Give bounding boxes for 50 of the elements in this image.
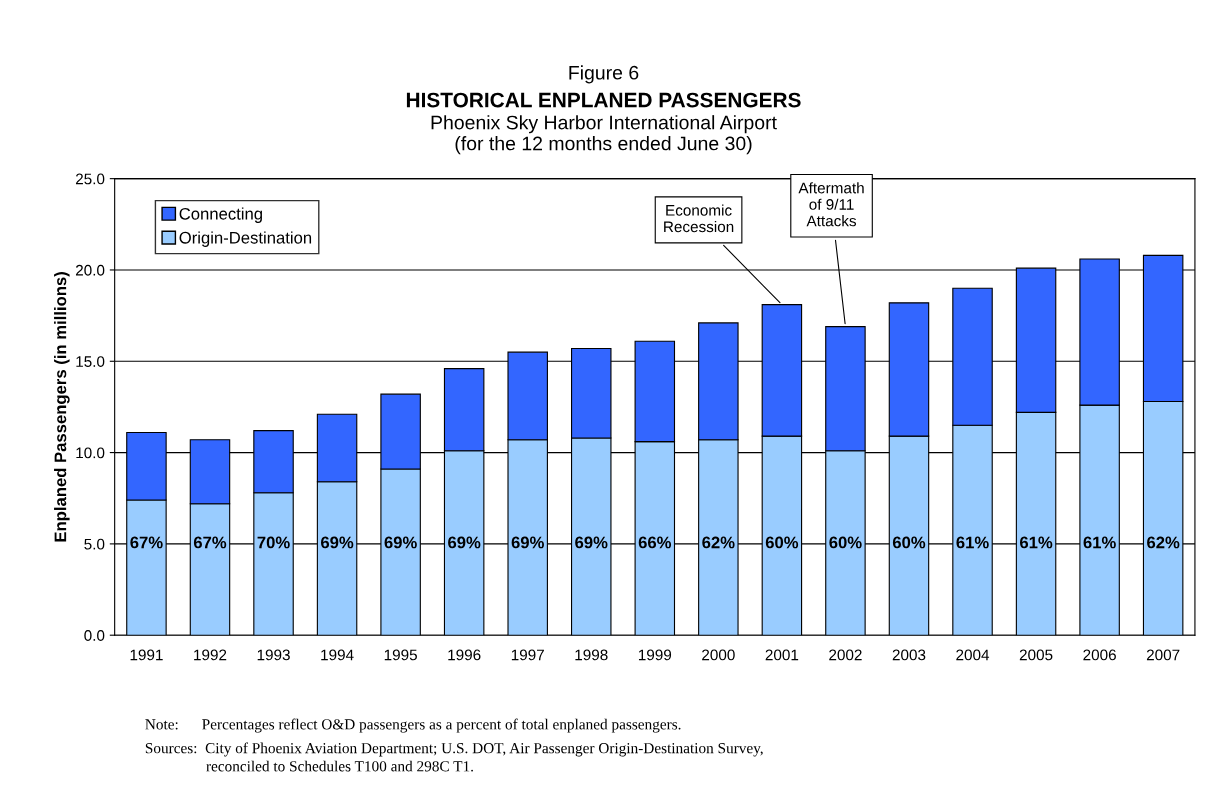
x-tick-label: 1997 — [511, 649, 544, 661]
x-tick-label: 2000 — [702, 649, 735, 661]
x-tick-label: 1991 — [130, 649, 163, 661]
annotation: 69% — [511, 536, 544, 549]
annotation: 66% — [638, 536, 672, 549]
y-axis-title: Enplaned Passengers (in millions) — [54, 272, 70, 542]
y-tick-label: 5.0 — [84, 538, 105, 550]
legend-label: Connecting — [179, 207, 262, 223]
annotation: Aftermath of 9/11 Attacks — [798, 182, 864, 227]
x-tick-label: 1998 — [575, 649, 608, 661]
annotation: 69% — [384, 536, 417, 549]
annotation: 61% — [1020, 536, 1053, 549]
annotation: 60% — [765, 536, 799, 549]
legend-label: Origin-Destination — [179, 231, 312, 247]
annotation: 61% — [956, 536, 989, 549]
annotation: 70% — [257, 536, 290, 549]
y-tick-label: 15.0 — [76, 356, 105, 367]
y-tick-label: 20.0 — [75, 264, 105, 276]
annotation: 69% — [575, 536, 608, 549]
x-tick-label: 2003 — [892, 649, 926, 661]
x-tick-label: 1993 — [257, 649, 290, 661]
annotation: 69% — [448, 536, 481, 549]
x-tick-label: 2002 — [829, 649, 862, 661]
chart-title: HISTORICAL ENPLANED PASSENGERS — [406, 92, 801, 108]
x-tick-label: 1994 — [321, 649, 354, 661]
annotation: 62% — [702, 536, 735, 549]
annotation: 67% — [130, 536, 163, 549]
x-tick-label: 1999 — [638, 649, 672, 661]
annotation: 62% — [1147, 536, 1180, 549]
y-tick-label: 0.0 — [84, 630, 105, 641]
annotation: 61% — [1083, 536, 1116, 549]
x-tick-label: 1996 — [448, 649, 481, 661]
source-note: Sources: City of Phoenix Aviation Department; U.S. DOT, Air Passenger Origin-Destination Survey, reconciled to Schedules T100 and 298C T1. — [145, 742, 763, 772]
y-tick-label: 10.0 — [76, 447, 105, 459]
x-tick-label: 2001 — [765, 649, 799, 661]
annotation: 67% — [193, 536, 227, 549]
x-tick-label: 2006 — [1083, 649, 1116, 661]
x-tick-label: 1995 — [384, 649, 417, 661]
x-tick-label: 2005 — [1019, 649, 1053, 661]
caption: Figure 6 — [569, 65, 639, 84]
annotation: 69% — [321, 536, 354, 549]
x-tick-label: 2004 — [956, 649, 990, 661]
annotation: Economic Recession — [664, 204, 734, 233]
annotation: 60% — [892, 536, 926, 549]
x-tick-label: 1992 — [194, 649, 227, 661]
annotation: 60% — [829, 536, 862, 549]
chart-subtitle: Phoenix Sky Harbor International Airport (for the 12 months ended June 30) — [431, 115, 777, 155]
x-tick-label: 2007 — [1146, 649, 1180, 661]
y-tick-label: 25.0 — [75, 173, 105, 185]
text: Note: Percentages reflect O&D passengers as a percent of total enplaned passengers. — [145, 718, 681, 733]
